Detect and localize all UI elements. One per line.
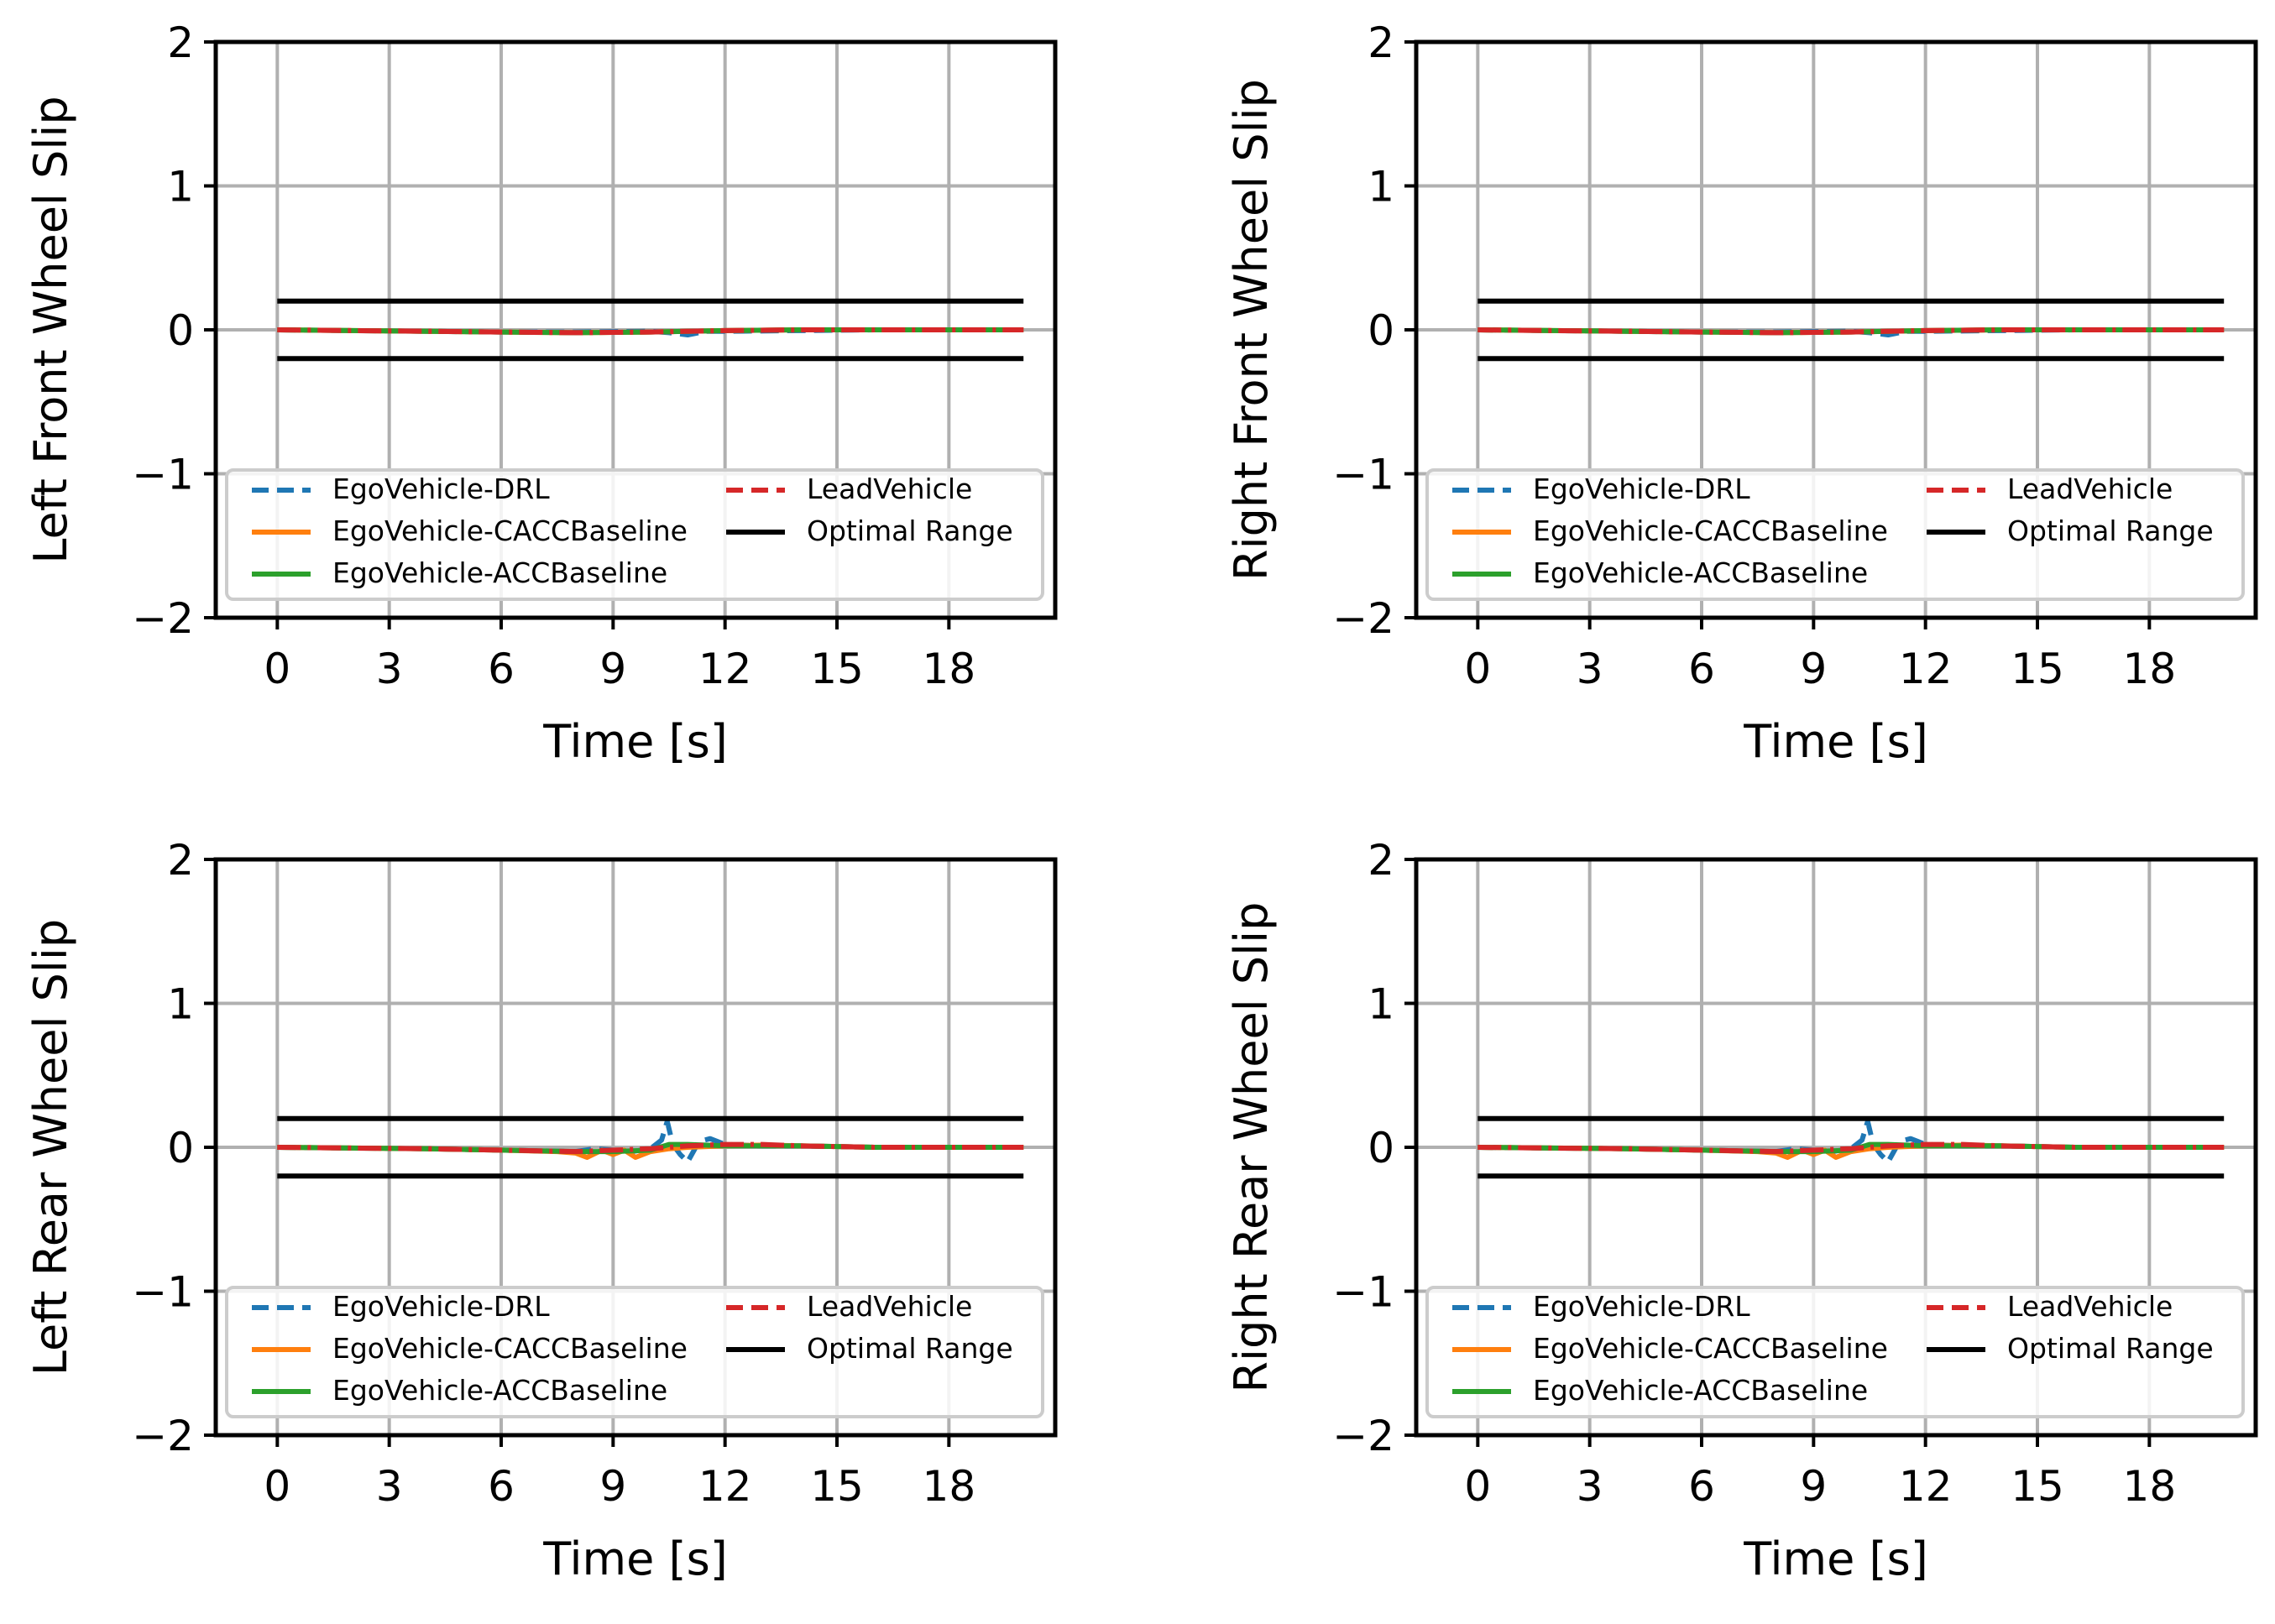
legend-box: [225, 1286, 1044, 1418]
x-tick-label: 12: [698, 645, 752, 693]
y-tick-label: 1: [1368, 980, 1394, 1029]
series-group: [1477, 1115, 2225, 1179]
series-line-drl: [1477, 1119, 2225, 1165]
x-tick-label: 3: [1577, 645, 1603, 693]
y-tick-label: −2: [132, 594, 194, 643]
legend-box: [1425, 468, 2245, 601]
y-tick-label: 0: [167, 306, 194, 355]
x-tick-label: 12: [698, 1462, 752, 1511]
legend-label: LeadVehicle: [807, 1290, 972, 1323]
legend-label: EgoVehicle-CACCBaseline: [1533, 514, 1888, 547]
legend: EgoVehicle-DRL EgoVehicle-CACCBaseline Ego…: [1425, 468, 2245, 601]
y-axis-label: Left Rear Wheel Slip: [24, 919, 77, 1376]
y-tick-label: −2: [1332, 1412, 1394, 1460]
x-tick-label: 18: [923, 1462, 976, 1511]
y-axis-label: Right Rear Wheel Slip: [1225, 902, 1278, 1393]
legend-label: EgoVehicle-ACCBaseline: [332, 556, 667, 589]
legend: EgoVehicle-DRL EgoVehicle-CACCBaseline Ego…: [225, 1286, 1044, 1418]
legend-label: EgoVehicle-ACCBaseline: [1533, 1374, 1868, 1407]
legend-label: EgoVehicle-CACCBaseline: [332, 514, 688, 547]
y-tick-label: −2: [1332, 594, 1394, 643]
y-tick-label: 0: [167, 1124, 194, 1172]
y-tick-label: 2: [1368, 836, 1394, 885]
y-tick-label: −1: [1332, 451, 1394, 499]
legend-label: EgoVehicle-CACCBaseline: [1533, 1332, 1888, 1365]
x-tick-label: 6: [1688, 645, 1715, 693]
x-tick-label: 3: [376, 1462, 403, 1511]
x-tick-label: 9: [599, 1462, 626, 1511]
series-group: [277, 1115, 1024, 1179]
legend-label: Optimal Range: [807, 514, 1013, 547]
series-line-lead: [277, 327, 1024, 336]
legend-label: EgoVehicle-CACCBaseline: [332, 1332, 688, 1365]
x-axis-label: Time [s]: [1743, 715, 1928, 768]
y-tick-label: 2: [167, 836, 194, 885]
y-tick-label: 0: [1368, 1124, 1394, 1172]
series-group: [277, 298, 1024, 362]
legend-label: LeadVehicle: [2007, 473, 2173, 505]
x-tick-label: 9: [1800, 645, 1827, 693]
x-axis-label: Time [s]: [542, 715, 728, 768]
x-tick-label: 18: [923, 645, 976, 693]
x-tick-label: 3: [376, 645, 403, 693]
x-tick-label: 18: [2123, 1462, 2177, 1511]
y-tick-label: 0: [1368, 306, 1394, 355]
legend-label: EgoVehicle-DRL: [332, 1290, 550, 1323]
y-tick-label: −1: [132, 451, 194, 499]
legend-label: EgoVehicle-ACCBaseline: [332, 1374, 667, 1407]
x-tick-label: 9: [599, 645, 626, 693]
legend-label: Optimal Range: [2007, 1332, 2214, 1365]
y-tick-label: 2: [167, 18, 194, 67]
x-tick-label: 15: [810, 645, 864, 693]
x-tick-label: 3: [1577, 1462, 1603, 1511]
y-tick-label: 2: [1368, 18, 1394, 67]
x-tick-label: 12: [1899, 1462, 1953, 1511]
series-line-lead: [1477, 327, 2225, 336]
y-tick-label: −2: [132, 1412, 194, 1460]
x-tick-label: 18: [2123, 645, 2177, 693]
legend-label: EgoVehicle-DRL: [1533, 1290, 1750, 1323]
y-tick-label: 1: [1368, 163, 1394, 211]
x-tick-label: 6: [488, 645, 515, 693]
x-axis-label: Time [s]: [1743, 1533, 1928, 1585]
x-tick-label: 6: [1688, 1462, 1715, 1511]
legend-label: EgoVehicle-ACCBaseline: [1533, 556, 1868, 589]
x-tick-label: 0: [1464, 1462, 1491, 1511]
series-line-lead: [1477, 1141, 2225, 1155]
legend-label: EgoVehicle-DRL: [1533, 473, 1750, 505]
series-line-lead: [277, 1141, 1024, 1155]
y-axis-label: Left Front Wheel Slip: [24, 96, 77, 563]
y-tick-label: 1: [167, 163, 194, 211]
x-tick-label: 15: [2011, 1462, 2064, 1511]
y-axis-label: Right Front Wheel Slip: [1225, 79, 1278, 581]
y-tick-label: −1: [1332, 1268, 1394, 1317]
x-tick-label: 0: [1464, 645, 1491, 693]
x-tick-label: 9: [1800, 1462, 1827, 1511]
legend-box: [225, 468, 1044, 601]
series-group: [1477, 298, 2225, 362]
x-tick-label: 15: [2011, 645, 2064, 693]
legend-label: LeadVehicle: [807, 473, 972, 505]
x-tick-label: 15: [810, 1462, 864, 1511]
x-tick-label: 12: [1899, 645, 1953, 693]
legend-label: LeadVehicle: [2007, 1290, 2173, 1323]
y-tick-label: 1: [167, 980, 194, 1029]
y-tick-label: −1: [132, 1268, 194, 1317]
legend-label: Optimal Range: [807, 1332, 1013, 1365]
legend: EgoVehicle-DRL EgoVehicle-CACCBaseline Ego…: [225, 468, 1044, 601]
x-tick-label: 0: [264, 645, 290, 693]
series-line-drl: [277, 1119, 1024, 1165]
x-axis-label: Time [s]: [542, 1533, 728, 1585]
legend: EgoVehicle-DRL EgoVehicle-CACCBaseline Ego…: [1425, 1286, 2245, 1418]
legend-label: EgoVehicle-DRL: [332, 473, 550, 505]
x-tick-label: 6: [488, 1462, 515, 1511]
legend-box: [1425, 1286, 2245, 1418]
x-tick-label: 0: [264, 1462, 290, 1511]
legend-label: Optimal Range: [2007, 514, 2214, 547]
